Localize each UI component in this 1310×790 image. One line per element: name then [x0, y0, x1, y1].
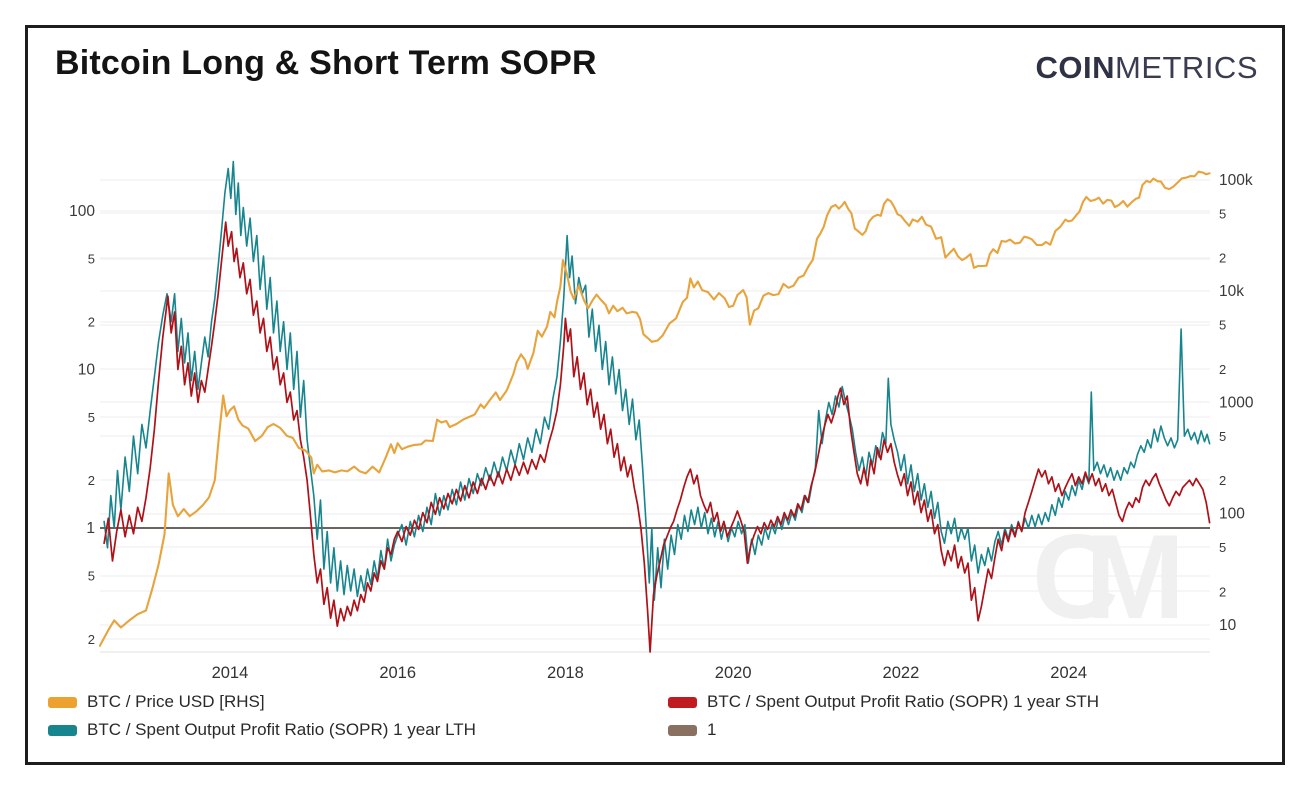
right-axis-tick-label: 2: [1219, 584, 1226, 599]
legend-label-sopr-lth: BTC / Spent Output Profit Ratio (SOPR) 1…: [87, 720, 476, 739]
legend-column-right: BTC / Spent Output Profit Ratio (SOPR) 1…: [668, 691, 1263, 741]
sopr-sth-line: [103, 221, 1211, 653]
left-axis-tick-label: 2: [88, 315, 95, 330]
right-axis-tick-label: 5: [1219, 318, 1226, 333]
legend-label-price-usd: BTC / Price USD [RHS]: [87, 692, 265, 711]
right-axis-tick-label: 10: [1219, 617, 1237, 634]
left-axis-tick-label: 1: [86, 520, 95, 537]
x-axis-tick-label: 2016: [379, 664, 416, 682]
logo-metrics: METRICS: [1115, 50, 1258, 85]
cm-watermark: C: [1032, 510, 1119, 644]
legend-swatch-sopr-lth: [48, 724, 77, 736]
right-axis-tick-label: 5: [1219, 540, 1226, 555]
left-axis-tick-label: 5: [88, 569, 95, 584]
legend: BTC / Price USD [RHS] BTC / Spent Output…: [48, 691, 1263, 741]
right-axis-tick-label: 5: [1219, 429, 1226, 444]
right-axis-tick-label: 2: [1219, 251, 1226, 266]
legend-swatch-sopr-sth: [668, 696, 697, 708]
chart-frame: [25, 25, 1285, 765]
x-axis-tick-label: 2018: [547, 664, 584, 682]
legend-swatch-reference-one: [668, 724, 697, 736]
legend-label-reference-one: 1: [707, 720, 717, 739]
price-usd-line: [99, 170, 1211, 647]
logo-coin: COIN: [1035, 50, 1115, 85]
left-axis-tick-label: 2: [88, 632, 95, 647]
right-axis-tick-label: 10k: [1219, 283, 1244, 300]
coinmetrics-logo: COINMETRICS: [1036, 50, 1259, 86]
left-axis-tick-label: 100: [69, 203, 95, 220]
sopr-lth-line: [103, 160, 1211, 602]
x-axis-tick-label: 2022: [883, 664, 920, 682]
right-axis-tick-label: 100: [1219, 506, 1245, 523]
legend-item-reference-one: 1: [668, 719, 1263, 741]
left-axis-tick-label: 10: [78, 361, 96, 378]
legend-item-price-usd: BTC / Price USD [RHS]: [48, 691, 668, 713]
right-axis-tick-label: 100k: [1219, 172, 1253, 189]
left-axis-tick-label: 2: [88, 473, 95, 488]
x-axis-tick-label: 2024: [1050, 664, 1087, 682]
legend-column-left: BTC / Price USD [RHS] BTC / Spent Output…: [48, 691, 668, 741]
right-axis-tick-label: 5: [1219, 206, 1226, 221]
x-axis-tick-label: 2020: [715, 664, 752, 682]
legend-swatch-price-usd: [48, 696, 77, 708]
page-title: Bitcoin Long & Short Term SOPR: [55, 44, 597, 82]
right-axis-tick-label: 2: [1219, 362, 1226, 377]
legend-item-sopr-lth: BTC / Spent Output Profit Ratio (SOPR) 1…: [48, 719, 668, 741]
right-axis-tick-label: 2: [1219, 473, 1226, 488]
right-axis-tick-label: 1000: [1219, 394, 1254, 411]
cm-watermark: M: [1085, 510, 1185, 644]
x-axis-tick-label: 2014: [212, 664, 249, 682]
legend-item-sopr-sth: BTC / Spent Output Profit Ratio (SOPR) 1…: [668, 691, 1263, 713]
left-axis-tick-label: 5: [88, 410, 95, 425]
left-axis-tick-label: 5: [88, 252, 95, 267]
legend-label-sopr-sth: BTC / Spent Output Profit Ratio (SOPR) 1…: [707, 692, 1100, 711]
